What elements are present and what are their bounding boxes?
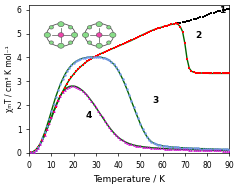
Y-axis label: χₘT / cm³ K mol⁻¹: χₘT / cm³ K mol⁻¹	[5, 46, 14, 112]
Text: 2: 2	[195, 31, 201, 40]
Text: 3: 3	[153, 96, 159, 105]
Text: 4: 4	[86, 112, 92, 120]
X-axis label: Temperature / K: Temperature / K	[93, 175, 165, 184]
Text: 1: 1	[219, 6, 226, 15]
